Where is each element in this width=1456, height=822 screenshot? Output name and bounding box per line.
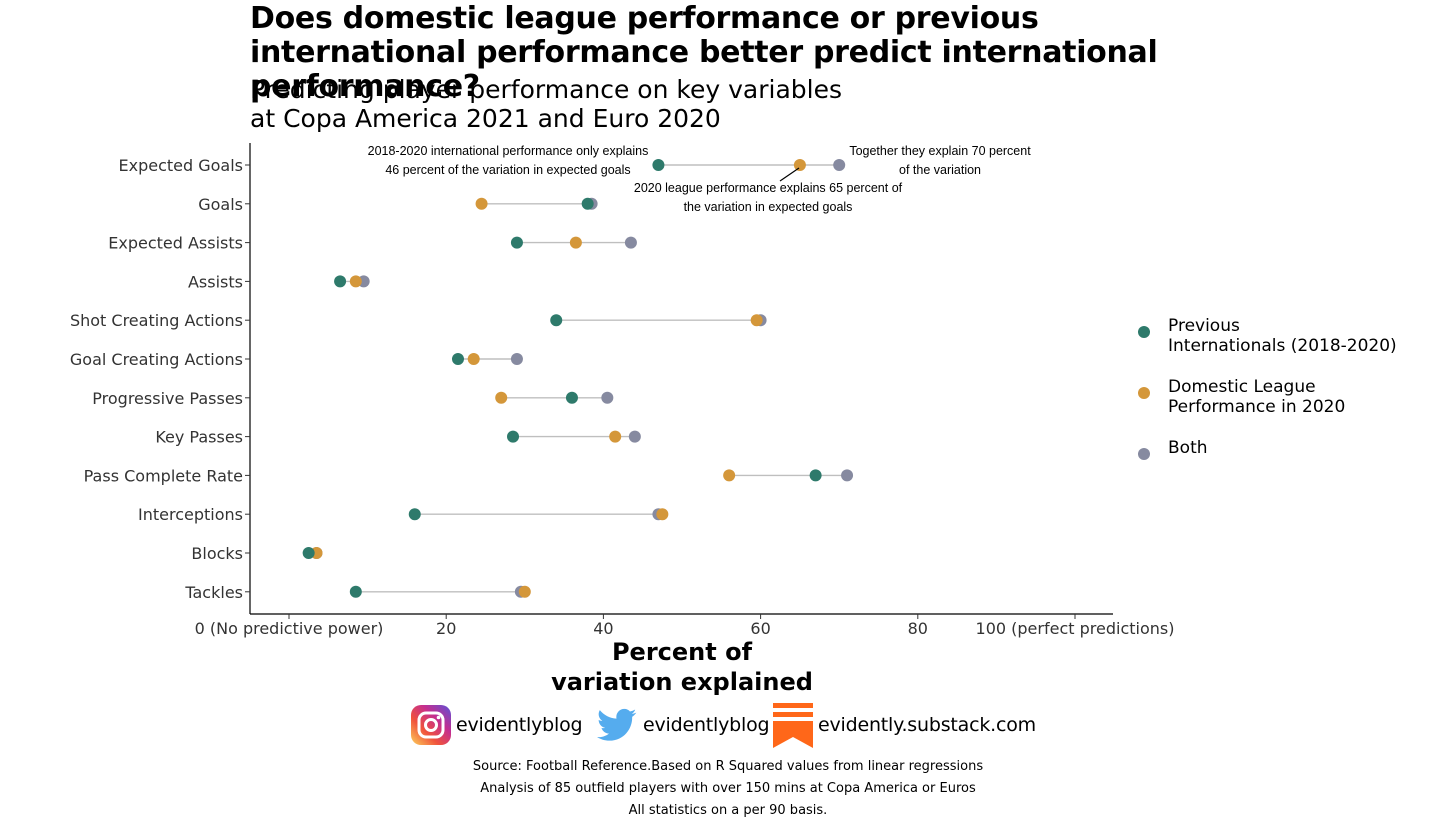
- data-point: [628, 430, 641, 443]
- data-point: [581, 197, 594, 210]
- data-point: [349, 275, 362, 288]
- legend-label-international-line2: Internationals (2018-2020): [1168, 336, 1397, 356]
- annotation-international-line: 46 percent of the variation in expected …: [385, 163, 630, 177]
- data-point: [302, 547, 315, 559]
- y-tick-label: Assists: [188, 272, 243, 291]
- legend-label-both: Both: [1168, 438, 1208, 458]
- x-axis-label-line2: variation explained: [551, 668, 813, 696]
- data-point: [495, 391, 508, 404]
- x-tick-label: 100 (perfect predictions): [976, 619, 1175, 638]
- x-tick-label: 80: [908, 619, 928, 638]
- source-line-3: All statistics on a per 90 basis.: [628, 803, 828, 818]
- source-line-1: Source: Football Reference.Based on R Sq…: [472, 759, 984, 774]
- data-point: [475, 197, 488, 210]
- substack-link[interactable]: evidently.substack.com: [772, 701, 1036, 749]
- data-point: [723, 469, 736, 482]
- social-links: evidentlyblog evidentlyblog evidently.su…: [410, 701, 1070, 753]
- data-point: [656, 508, 669, 521]
- y-tick-label: Expected Goals: [118, 156, 243, 175]
- data-point: [507, 430, 520, 443]
- data-point: [793, 159, 806, 171]
- annotation-league-line: the variation in expected goals: [684, 200, 853, 214]
- annotation-both-line: of the variation: [899, 163, 981, 177]
- instagram-icon: [411, 705, 451, 745]
- data-point: [569, 236, 582, 249]
- x-tick-label: 60: [750, 619, 770, 638]
- chart-subtitle: Predicting player performance on key var…: [250, 75, 1150, 133]
- legend: Previous Internationals (2018-2020) Dome…: [1136, 316, 1451, 479]
- x-tick-label: 20: [436, 619, 456, 638]
- instagram-link[interactable]: evidentlyblog: [410, 701, 583, 749]
- y-tick-label: Goal Creating Actions: [70, 350, 243, 369]
- legend-item-international: Previous Internationals (2018-2020): [1136, 316, 1451, 356]
- x-axis-label-line1: Percent of: [611, 638, 753, 666]
- data-point: [518, 585, 531, 598]
- y-tick-label: Blocks: [191, 544, 243, 563]
- subtitle-line-1: Predicting player performance on key var…: [250, 75, 842, 104]
- data-point: [609, 430, 622, 443]
- annotation-both-line: Together they explain 70 percent: [849, 144, 1031, 158]
- legend-dot-both: [1138, 448, 1150, 460]
- legend-dot-league: [1138, 387, 1150, 399]
- x-axis-label: Percent of variation explained: [532, 637, 832, 697]
- x-tick-label: 40: [593, 619, 613, 638]
- y-tick-label: Pass Complete Rate: [84, 466, 243, 485]
- data-point: [652, 159, 665, 171]
- annotation-both: Together they explain 70 percent of the v…: [849, 144, 1031, 177]
- data-point: [510, 236, 523, 249]
- data-point: [408, 508, 421, 521]
- data-point: [833, 159, 846, 171]
- substack-icon: [773, 703, 813, 748]
- source-note: Source: Football Reference.Based on R Sq…: [378, 756, 1078, 822]
- y-tick-label: Expected Assists: [108, 234, 243, 253]
- y-tick-label: Shot Creating Actions: [70, 311, 243, 330]
- data-point: [467, 353, 480, 365]
- twitter-handle: evidentlyblog: [643, 714, 770, 736]
- y-tick-label: Tackles: [184, 583, 243, 602]
- data-point: [750, 314, 763, 327]
- legend-dot-international: [1138, 326, 1150, 338]
- y-tick-label: Progressive Passes: [92, 389, 243, 408]
- annotation-international: 2018-2020 international performance only…: [368, 144, 649, 177]
- substack-url: evidently.substack.com: [818, 714, 1036, 736]
- legend-item-both: Both: [1136, 438, 1451, 460]
- data-point: [334, 275, 347, 288]
- annotation-league-line: 2020 league performance explains 65 perc…: [634, 181, 903, 195]
- data-point: [510, 353, 523, 365]
- source-line-2: Analysis of 85 outfield players with ove…: [480, 781, 976, 796]
- instagram-handle: evidentlyblog: [456, 714, 583, 736]
- legend-item-league: Domestic League Performance in 2020: [1136, 377, 1451, 417]
- data-point: [349, 585, 362, 598]
- data-point: [451, 353, 464, 365]
- twitter-bird-icon: [597, 708, 637, 741]
- y-tick-label: Interceptions: [138, 505, 243, 524]
- dumbbell-chart: 0 (No predictive power) 20 40 60 80 100 (perf…: [70, 143, 1175, 638]
- subtitle-line-2: at Copa America 2021 and Euro 2020: [250, 104, 721, 133]
- chart-title: Does domestic league performance or prev…: [250, 1, 1158, 104]
- annotation-league: 2020 league performance explains 65 perc…: [634, 181, 903, 214]
- data-point: [624, 236, 637, 249]
- annotation-international-line: 2018-2020 international performance only…: [368, 144, 649, 158]
- data-point: [809, 469, 822, 482]
- data-point: [841, 469, 854, 482]
- legend-label-international-line1: Previous: [1168, 316, 1240, 336]
- legend-label-league-line2: Performance in 2020: [1168, 397, 1346, 417]
- data-point: [565, 391, 578, 404]
- x-tick-label: 0 (No predictive power): [195, 619, 384, 638]
- y-tick-label: Key Passes: [155, 428, 243, 447]
- legend-label-league-line1: Domestic League: [1168, 377, 1316, 397]
- twitter-link[interactable]: evidentlyblog: [595, 701, 770, 749]
- data-point: [601, 391, 614, 404]
- annotation-arrow: [779, 167, 800, 182]
- y-tick-label: Goals: [198, 195, 243, 214]
- data-point: [550, 314, 563, 327]
